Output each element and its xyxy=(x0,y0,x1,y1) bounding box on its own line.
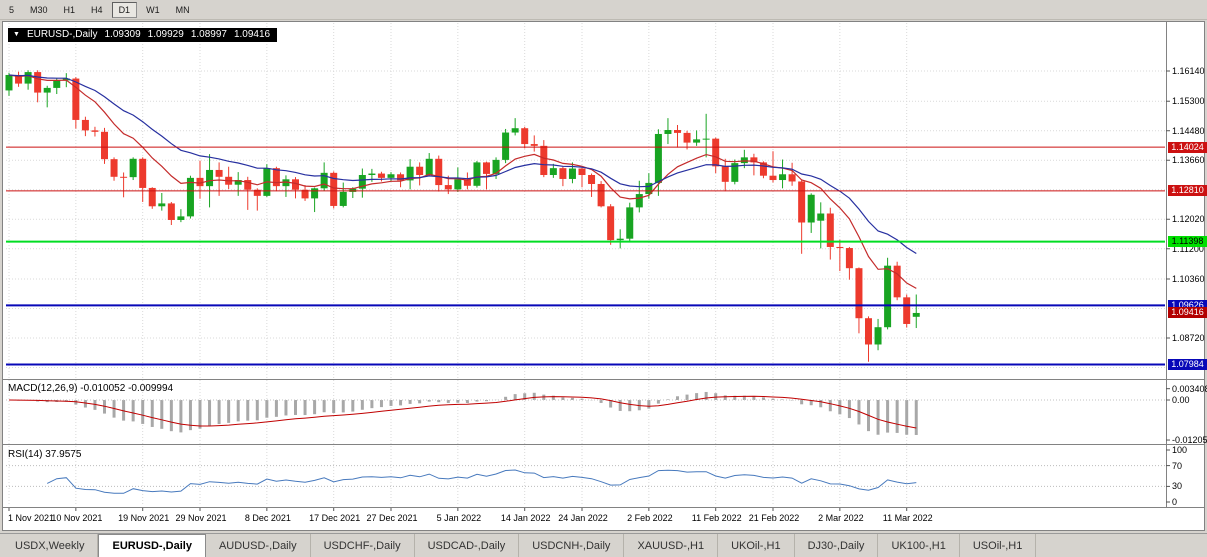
chart-tab-ukoil-h1[interactable]: UKOil-,H1 xyxy=(718,534,795,557)
rsi-axis-label: 30 xyxy=(1172,481,1183,492)
price-axis-label: 1.10360 xyxy=(1172,273,1205,284)
current-price-tag: 1.09416 xyxy=(1168,307,1207,319)
chart-tab-usoil-h1[interactable]: USOil-,H1 xyxy=(960,534,1037,557)
price-level-tag: 1.14024 xyxy=(1168,141,1207,153)
price-level-tag: 1.11398 xyxy=(1168,236,1207,248)
chart-tab-usdcnh-daily[interactable]: USDCNH-,Daily xyxy=(519,534,625,557)
date-axis-label: 5 Jan 2022 xyxy=(436,513,482,523)
macd-label: MACD(12,26,9) -0.010052 -0.009994 xyxy=(8,383,174,394)
macd-axis-label: 0.00 xyxy=(1172,395,1190,405)
ohlc-low: 1.08997 xyxy=(190,29,227,40)
timeframe-button-m30[interactable]: M30 xyxy=(30,4,48,15)
date-axis-label: 11 Feb 2022 xyxy=(691,513,742,523)
date-axis-label: 27 Dec 2021 xyxy=(366,513,418,523)
chart-tab-audusd-daily[interactable]: AUDUSD-,Daily xyxy=(206,534,311,557)
price-level-tag: 1.12810 xyxy=(1168,185,1207,197)
price-axis-label: 1.11200 xyxy=(1172,243,1204,254)
date-axis-label: 19 Nov 2021 xyxy=(118,513,170,523)
price-axis-label: 1.08720 xyxy=(1172,333,1205,343)
macd-axis-label: -0.01205 xyxy=(1172,435,1207,446)
date-axis-label: 24 Jan 2022 xyxy=(558,513,608,523)
date-axis-label: 11 Mar 2022 xyxy=(882,513,933,523)
timeframe-button-5[interactable]: 5 xyxy=(9,4,15,15)
date-axis-label: 2 Feb 2022 xyxy=(627,513,673,523)
chart-tab-eurusd-daily[interactable]: EURUSD-,Daily xyxy=(98,534,206,557)
timeframe-toolbar: 5 M30 H1 H4 D1 W1 MN xyxy=(0,0,1207,20)
chart-tab-uk100-h1[interactable]: UK100-,H1 xyxy=(878,534,960,557)
timeframe-button-w1[interactable]: W1 xyxy=(146,4,160,15)
date-axis-label: 29 Nov 2021 xyxy=(175,513,227,523)
price-axis-label: 1.13660 xyxy=(1172,155,1205,166)
chevron-down-icon: ▼ xyxy=(13,31,20,38)
chart-tabs: USDX,Weekly EURUSD-,Daily AUDUSD-,Daily USD… xyxy=(0,533,1207,557)
rsi-axis-label: 70 xyxy=(1172,460,1183,471)
ohlc-close: 1.09416 xyxy=(233,29,271,40)
ohlc-open: 1.09309 xyxy=(104,29,141,40)
chart-tab-dj30-daily[interactable]: DJ30-,Daily xyxy=(795,534,879,557)
chart-window[interactable] xyxy=(2,21,1205,531)
date-axis-label: 10 Nov 2021 xyxy=(51,513,103,523)
chart-tab-usdchf-daily[interactable]: USDCHF-,Daily xyxy=(311,534,415,557)
price-axis-label: 1.14480 xyxy=(1172,125,1205,136)
date-axis-label: 14 Jan 2022 xyxy=(500,513,551,523)
timeframe-button-d1[interactable]: D1 xyxy=(111,1,138,18)
chart-ohlc-label[interactable]: ▼ EURUSD-,Daily 1.09309 1.09929 1.08997 … xyxy=(8,28,278,42)
rsi-label: RSI(14) 37.9575 xyxy=(8,449,82,460)
price-level-tag: 1.07984 xyxy=(1168,358,1207,370)
price-axis-label: 1.16140 xyxy=(1172,66,1205,76)
date-axis-label: 2 Mar 2022 xyxy=(818,513,864,523)
price-axis-label: 1.15300 xyxy=(1172,96,1205,107)
chart-tab-usdcad-daily[interactable]: USDCAD-,Daily xyxy=(415,534,520,557)
date-axis-label: 1 Nov 2021 xyxy=(7,513,55,523)
timeframe-button-h1[interactable]: H1 xyxy=(63,4,76,15)
chart-tab-usdx-weekly[interactable]: USDX,Weekly xyxy=(2,534,99,557)
price-axis-label: 1.12020 xyxy=(1172,214,1205,225)
price-level-tag: 1.09626 xyxy=(1168,299,1207,311)
ohlc-symbol: EURUSD-,Daily xyxy=(26,29,98,40)
date-axis-label: 21 Feb 2022 xyxy=(748,513,800,523)
chart-tab-xauusd-h1[interactable]: XAUUSD-,H1 xyxy=(624,534,719,557)
timeframe-button-h4[interactable]: H4 xyxy=(91,4,103,15)
date-axis-label: 17 Dec 2021 xyxy=(309,513,361,523)
date-axis-label: 8 Dec 2021 xyxy=(244,513,291,523)
rsi-axis-label: 0 xyxy=(1172,497,1178,507)
rsi-axis-label: 100 xyxy=(1172,445,1188,455)
macd-axis-label: 0.003408 xyxy=(1172,383,1207,394)
timeframe-button-mn[interactable]: MN xyxy=(175,4,190,15)
ohlc-high: 1.09929 xyxy=(147,29,184,40)
